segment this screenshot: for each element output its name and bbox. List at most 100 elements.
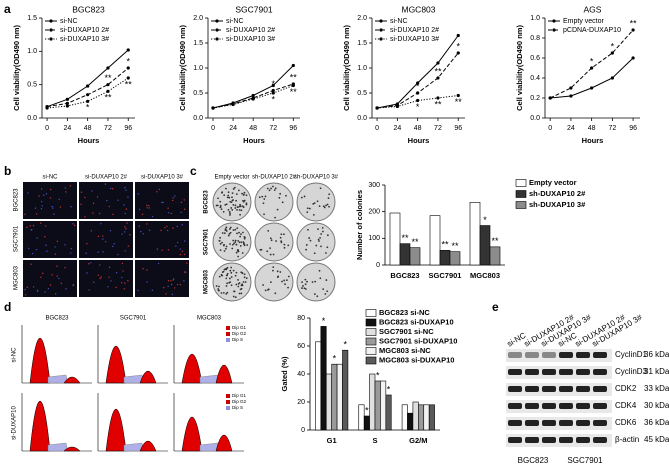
cell-stain [146,204,148,206]
colony [230,276,233,278]
cell-stain [110,280,112,282]
colony [319,236,321,239]
colony [264,289,267,292]
significance-mark: ** [630,18,638,28]
legend-label: si-DUXAP10 3# [226,36,275,43]
significance-mark: * [86,103,90,113]
cell-stain [72,223,74,225]
cell-stain [129,234,131,236]
y-axis-label: Number of colonies [355,190,364,260]
cell-stain [88,263,90,265]
data-point [590,86,594,90]
cell-stain [172,279,174,281]
colony [230,266,233,269]
y-tick-label: 1.0 [27,48,37,55]
band-name: CDK2 [615,384,637,393]
s-phase [47,374,69,384]
cell-stain [51,205,53,208]
data-point [271,83,275,88]
cell-stain [86,242,88,245]
cell-stain [59,206,62,208]
colony [240,271,243,274]
cell-stain [29,225,32,227]
legend-label: si-NC [226,18,244,25]
colony [243,199,246,202]
y-tick-label: 0.0 [530,115,540,122]
protein-band [593,386,607,392]
cell-stain [109,229,112,232]
y-axis-label: Gated (%) [280,356,289,392]
cell-stain [105,241,107,243]
colony [313,252,316,255]
colony [275,240,277,242]
colony [234,296,237,299]
legend-swatch [365,356,377,365]
significance-mark: * [271,79,275,89]
x-tick-label: 24 [63,125,71,132]
legend-swatch [226,326,230,330]
colony [279,271,282,273]
colony [238,231,240,234]
colony [319,277,322,280]
data-point [631,56,635,60]
protein-band [576,403,590,409]
data-point [548,96,552,100]
legend-marker [552,19,556,23]
data-point [436,76,440,80]
colony [312,213,315,216]
colony [215,285,218,287]
colony [232,239,235,242]
protein-band [559,420,573,426]
cell-stain [183,253,186,256]
colony [316,295,319,298]
cell-stain [124,226,126,228]
colony [237,282,240,285]
colony [318,240,320,242]
column-label: sh-DUXAP10 2# [252,175,297,181]
bar [418,404,425,431]
y-axis-label: Cell viability(OD490 nm) [12,25,21,111]
protein-band [508,369,522,375]
colony [236,227,239,230]
legend-swatch [226,332,230,336]
cell-stain [170,280,172,282]
cell-stain [138,208,141,211]
x-tick-label: 48 [249,125,257,132]
legend-swatch [226,406,230,410]
cell-stain [173,287,176,289]
cell-stain [146,269,148,271]
cell-stain [44,291,46,293]
cell-stain [84,216,86,218]
colony [239,235,242,238]
cell-stain [30,229,32,231]
colony [319,187,322,190]
column-label: si-DUXAP10 3# [141,175,184,181]
bar [412,401,419,431]
data-point [291,63,295,68]
cell-stain [31,252,34,255]
colony [306,207,309,210]
colony [225,274,228,277]
colony [237,239,240,242]
group-label: BGC823 [518,456,549,465]
culture-plate [254,262,294,302]
data-point [416,91,420,95]
colony [270,239,273,242]
bar [479,225,491,266]
cell-stain [124,212,126,215]
column-label: Empty vector [214,175,249,181]
colony [234,204,237,207]
colony [231,247,234,250]
cell-stain [96,196,99,198]
legend-label: Dip G2 [232,399,247,404]
row-label: BGC823 [14,188,20,212]
colony [236,232,238,235]
colony [317,228,319,231]
cell-stain [40,200,43,203]
cell-stain [185,271,187,273]
cell-stain [124,250,126,252]
colony [227,234,230,237]
g1-peak [29,337,51,384]
data-point [416,98,420,103]
colony [228,196,231,199]
